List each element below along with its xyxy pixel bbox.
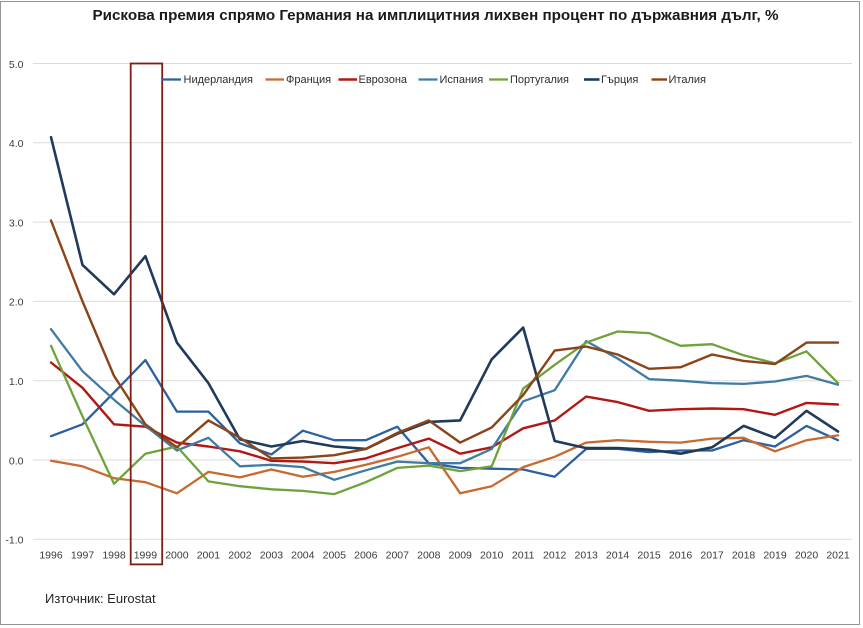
svg-text:1998: 1998 (102, 550, 126, 562)
svg-text:2021: 2021 (826, 550, 850, 562)
svg-text:2010: 2010 (480, 550, 504, 562)
svg-text:2009: 2009 (449, 550, 473, 562)
svg-text:Испания: Испания (440, 74, 484, 86)
svg-text:-1.0: -1.0 (5, 535, 23, 547)
svg-text:Португалия: Португалия (510, 74, 569, 86)
svg-text:Гърция: Гърция (601, 74, 638, 86)
svg-text:2008: 2008 (417, 550, 441, 562)
svg-text:2011: 2011 (512, 550, 535, 562)
svg-text:2018: 2018 (732, 550, 756, 562)
svg-text:1.0: 1.0 (9, 376, 24, 388)
svg-text:Нидерландия: Нидерландия (184, 74, 254, 86)
svg-text:2019: 2019 (763, 550, 787, 562)
svg-text:2013: 2013 (575, 550, 599, 562)
svg-text:3.0: 3.0 (9, 217, 24, 229)
svg-text:1996: 1996 (39, 550, 63, 562)
svg-text:2017: 2017 (700, 550, 724, 562)
svg-text:2014: 2014 (606, 550, 630, 562)
svg-text:4.0: 4.0 (9, 138, 24, 150)
svg-text:Франция: Франция (286, 74, 331, 86)
svg-text:2012: 2012 (543, 550, 567, 562)
svg-text:1999: 1999 (134, 550, 158, 562)
svg-text:2.0: 2.0 (9, 297, 24, 309)
svg-text:0.0: 0.0 (9, 455, 24, 467)
svg-text:2002: 2002 (228, 550, 252, 562)
svg-text:2005: 2005 (323, 550, 347, 562)
svg-text:Еврозона: Еврозона (359, 74, 408, 86)
svg-text:2015: 2015 (637, 550, 661, 562)
svg-text:Италия: Италия (669, 74, 707, 86)
svg-text:2001: 2001 (197, 550, 221, 562)
svg-text:2000: 2000 (165, 550, 189, 562)
svg-text:1997: 1997 (71, 550, 95, 562)
svg-text:5.0: 5.0 (9, 59, 24, 71)
svg-text:2016: 2016 (669, 550, 693, 562)
svg-text:2003: 2003 (260, 550, 284, 562)
svg-text:2020: 2020 (795, 550, 819, 562)
svg-text:2006: 2006 (354, 550, 378, 562)
svg-text:2007: 2007 (386, 550, 410, 562)
svg-text:2004: 2004 (291, 550, 315, 562)
